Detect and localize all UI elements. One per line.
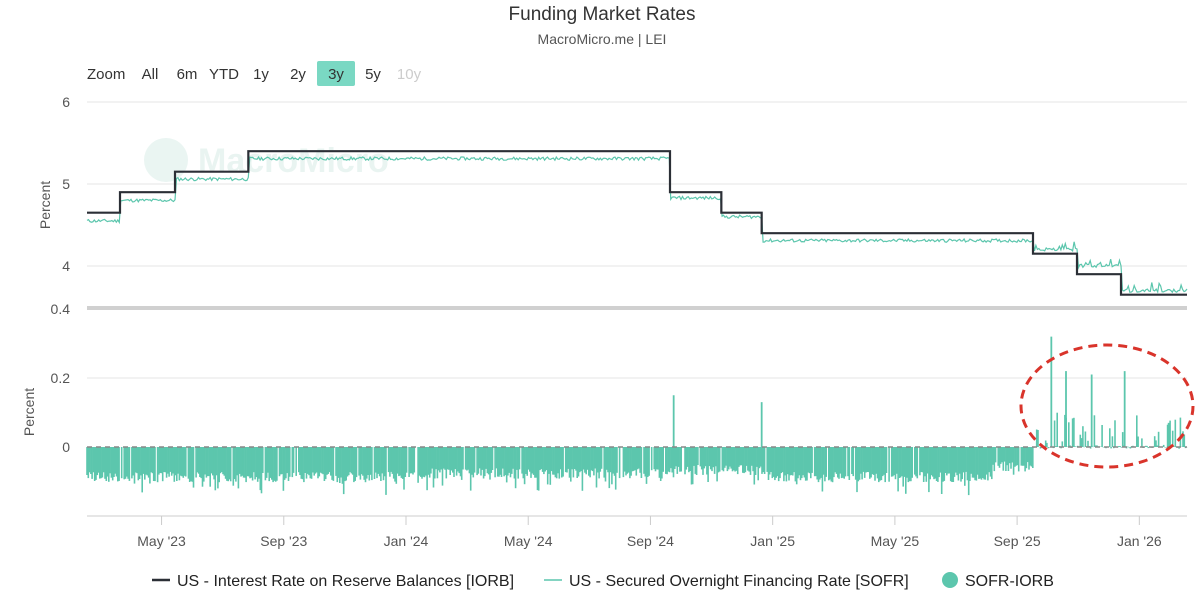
top-y-axis-title: Percent	[37, 181, 53, 229]
range-button-5y[interactable]: 5y	[365, 66, 381, 83]
x-tick-label: May '24	[504, 533, 553, 549]
panel-separator	[87, 306, 1187, 310]
legend-item-spread[interactable]: SOFR-IORB	[942, 572, 1054, 590]
bottom-y-tick-label: 0.4	[51, 301, 71, 317]
range-button-label: 6m	[177, 66, 198, 83]
range-button-3y[interactable]: 3y	[317, 61, 355, 86]
range-button-2y[interactable]: 2y	[290, 66, 306, 83]
range-button-6m[interactable]: 6m	[177, 66, 198, 83]
top-y-tick-label: 4	[62, 258, 70, 274]
legend-spread-swatch	[942, 572, 958, 588]
legend-item-sofr[interactable]: US - Secured Overnight Financing Rate [S…	[544, 573, 909, 590]
range-button-label: 1y	[253, 66, 269, 83]
chart-subtitle: MacroMicro.me | LEI	[538, 31, 667, 47]
x-tick-label: Sep '24	[627, 533, 674, 549]
range-selector: Zoom All 6m YTD 1y 2y 3y 5y 10y	[87, 61, 422, 86]
x-tick-label: May '25	[871, 533, 920, 549]
legend-sofr-label: US - Secured Overnight Financing Rate [S…	[569, 573, 909, 590]
legend: US - Interest Rate on Reserve Balances […	[152, 572, 1054, 590]
bottom-y-axis: 0 0.2 0.4	[51, 301, 71, 455]
watermark-logo-icon	[144, 138, 188, 182]
range-button-ytd[interactable]: YTD	[209, 66, 239, 83]
x-tick-label: May '23	[137, 533, 186, 549]
x-tick-label: Sep '25	[994, 533, 1041, 549]
range-button-selected-bg	[317, 61, 355, 86]
x-tick-label: Jan '24	[384, 533, 429, 549]
sofr-iorb-bars	[86, 336, 1188, 496]
bottom-y-axis-title: Percent	[21, 388, 37, 436]
top-y-tick-label: 5	[62, 176, 70, 192]
annotation-circle	[1019, 343, 1195, 469]
legend-item-iorb[interactable]: US - Interest Rate on Reserve Balances […	[152, 573, 514, 590]
legend-spread-label: SOFR-IORB	[965, 573, 1054, 590]
iorb-line	[87, 150, 1187, 296]
range-button-label: All	[142, 66, 159, 83]
watermark-text: MacroMicro	[198, 142, 389, 180]
x-tick-label: Jan '26	[1117, 533, 1162, 549]
bottom-y-tick-label: 0.2	[51, 370, 71, 386]
x-axis: May '23 Sep '23 Jan '24 May '24 Sep '24 Jan '…	[137, 516, 1162, 549]
iorb-series	[87, 150, 1187, 296]
x-tick-label: Sep '23	[260, 533, 307, 549]
legend-iorb-label: US - Interest Rate on Reserve Balances […	[177, 573, 514, 590]
range-button-label: YTD	[209, 66, 239, 83]
top-y-tick-label: 6	[62, 94, 70, 110]
sofr-series	[86, 155, 1188, 294]
range-button-10y[interactable]: 10y	[397, 66, 422, 83]
top-panel-grid	[87, 101, 1187, 267]
range-button-label: 5y	[365, 66, 381, 83]
range-button-label: 2y	[290, 66, 306, 83]
top-y-axis: 4 5 6	[62, 94, 70, 274]
sofr-line	[86, 155, 1188, 294]
range-button-label: 10y	[397, 66, 422, 83]
x-tick-label: Jan '25	[750, 533, 795, 549]
chart-title: Funding Market Rates	[509, 4, 696, 25]
range-button-all[interactable]: All	[142, 66, 159, 83]
range-button-label: 3y	[328, 66, 344, 83]
bottom-y-tick-label: 0	[62, 439, 70, 455]
zoom-label: Zoom	[87, 66, 125, 83]
range-button-1y[interactable]: 1y	[253, 66, 269, 83]
